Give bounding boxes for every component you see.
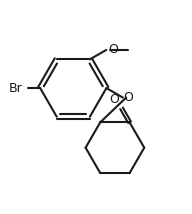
Text: Br: Br bbox=[8, 82, 22, 95]
Text: O: O bbox=[108, 43, 118, 56]
Text: O: O bbox=[109, 93, 119, 106]
Text: O: O bbox=[124, 91, 134, 104]
